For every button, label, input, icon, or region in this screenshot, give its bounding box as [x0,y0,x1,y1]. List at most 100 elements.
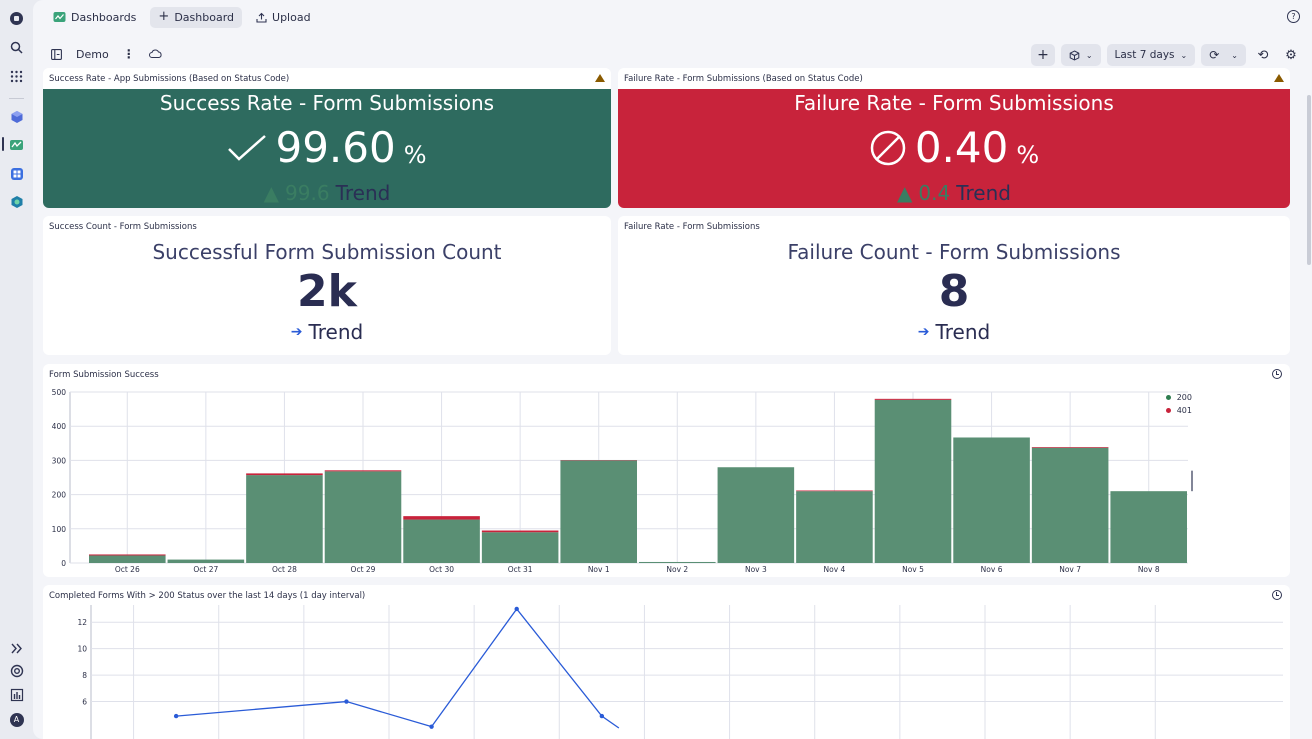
x-tick-label: Nov 8 [1138,565,1160,574]
dashboard-name[interactable]: Demo [76,47,109,61]
x-tick-label: Oct 30 [429,565,454,574]
bar-chart: 0 100 200 300 400 500 Oct 26 Oct 27 Oct 28 Oct 29… [52,388,1193,574]
bar-200 [403,519,480,563]
x-tick-label: Oct 26 [115,565,140,574]
legend-item-401[interactable]: 401 [1165,404,1192,417]
series-line [176,607,620,729]
legend-dot [1165,395,1171,400]
bar-401 [1031,447,1109,448]
sidebar-toggle-icon[interactable] [51,48,62,60]
y-tick-label: 10 [77,645,87,654]
bar-chart-tile[interactable]: Form Submission Success 0 100 200 300 400 500… [43,364,1290,577]
bar-200 [1031,447,1109,563]
x-tick-label: Nov 5 [902,565,924,574]
dashboards-icon[interactable] [8,136,25,153]
apps-grid-icon[interactable] [8,68,25,85]
arrow-right-icon: ➔ [290,324,303,340]
bar-200 [1110,491,1187,563]
settings-gear-icon[interactable]: ⚙ [1285,47,1297,63]
grid-app-icon[interactable] [8,165,25,182]
add-tile-button[interactable]: + [1031,44,1055,66]
legend-item-200[interactable]: 200 [1165,391,1192,404]
failure-rate-value-panel: Failure Rate - Form Submissions 0.40% ▲ … [618,89,1290,208]
x-tick-label: Oct 31 [508,565,533,574]
x-tick-label: Nov 2 [666,565,688,574]
clock-icon[interactable] [1272,590,1282,600]
support-icon[interactable] [8,662,25,679]
clock-icon[interactable] [1272,369,1282,379]
cloud-icon [148,49,162,58]
success-rate-number: 99.60 [275,123,396,172]
chevron-down-icon: ⌄ [1085,50,1093,60]
refresh-button[interactable]: ⟳ ⌄ [1201,44,1246,66]
bar-401 [89,554,166,556]
active-indicator [2,137,4,151]
logo-icon[interactable] [8,10,25,27]
analytics-icon[interactable] [8,686,25,703]
trend-label: Trend [308,320,364,344]
warning-icon[interactable] [1274,74,1284,82]
main-frame: Dashboards + Dashboard Upload ? Demo ⋮ +… [33,0,1312,739]
x-tick-label: Oct 27 [193,565,218,574]
failure-rate-tile[interactable]: Failure Rate - Form Submissions (Based o… [618,68,1290,208]
trend-row: ➔ Trend [43,319,611,345]
expand-icon[interactable] [8,640,25,657]
bar-200 [639,561,716,563]
search-icon[interactable] [8,39,25,56]
user-avatar-icon[interactable]: A [8,711,25,728]
segment-button[interactable]: ⌄ [1060,44,1101,66]
upload-label: Upload [272,10,311,24]
hexagon-app-icon[interactable] [8,193,25,210]
blocked-icon [870,130,906,166]
failure-count-panel: Failure Count - Form Submissions 8 ➔ Tre… [618,238,1290,355]
line-chart-tile[interactable]: Completed Forms With > 200 Status over t… [43,585,1290,739]
upload-button[interactable]: Upload [248,7,319,28]
y-tick-label: 6 [82,698,87,707]
bar-200 [246,475,323,563]
help-icon[interactable]: ? [1287,10,1300,23]
bar-200 [167,559,245,563]
success-rate-value-panel: Success Rate - Form Submissions 99.60% ▲… [43,89,611,208]
bar-200 [89,555,166,563]
percent-unit: % [403,141,427,169]
dashboards-nav[interactable]: Dashboards [45,7,144,28]
trend-value: 0.4 [918,181,951,205]
plus-icon: + [158,9,170,24]
failure-rate-number: 0.40 [914,123,1009,172]
bar-200 [481,532,559,563]
y-tick-label: 12 [77,618,87,627]
trend-label: Trend [935,320,991,344]
arrow-right-icon: ➔ [917,324,930,340]
y-tick-label: 100 [52,525,67,534]
x-tick-label: Nov 6 [981,565,1003,574]
timeframe-selector[interactable]: Last 7 days ⌄ [1106,44,1196,66]
tile-title: Success Count - Form Submissions [49,222,197,232]
bar-401 [403,516,480,520]
more-options-icon[interactable]: ⋮ [122,47,135,61]
x-tick-label: Nov 1 [588,565,610,574]
success-count-tile[interactable]: Success Count - Form Submissions Success… [43,216,611,355]
percent-unit: % [1016,141,1040,169]
success-count-value: 2k [297,266,357,317]
tile-title: Failure Rate - Form Submissions (Based o… [624,74,863,84]
rail-divider [9,98,24,99]
failure-count-tile[interactable]: Failure Rate - Form Submissions Failure … [618,216,1290,355]
trend-row: ➔ Trend [618,319,1290,345]
bar-401 [874,398,952,400]
new-dashboard-button[interactable]: + Dashboard [150,6,243,28]
warning-icon[interactable] [595,74,605,82]
bar-200 [953,437,1030,563]
cube-outline-icon [1069,49,1080,61]
data-point [429,724,434,729]
dashboard-toolbar: Demo ⋮ + ⌄ Last 7 days ⌄ ⟳ ⌄ ⟲ ⚙ [33,42,1312,68]
failure-count-value: 8 [938,266,970,317]
scrollbar[interactable] [1307,95,1311,265]
cube-icon[interactable] [8,108,25,125]
legend-dot [1165,408,1171,413]
success-rate-tile[interactable]: Success Rate - App Submissions (Based on… [43,68,611,208]
tile-title: Failure Rate - Form Submissions [624,222,760,232]
bar-200 [796,491,873,563]
history-icon[interactable]: ⟲ [1257,47,1269,63]
bar-200 [717,467,795,563]
metric-value: 0.40% [618,116,1290,180]
